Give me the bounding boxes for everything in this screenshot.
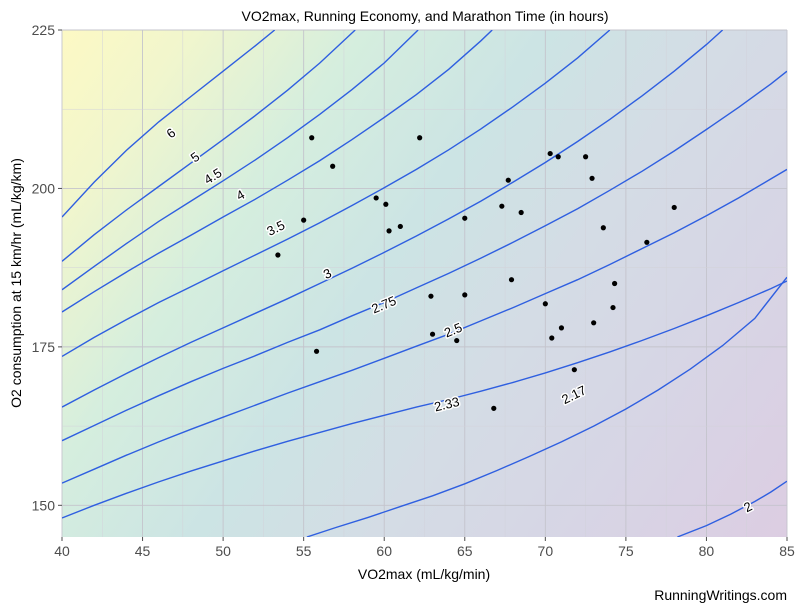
contour-line-3 bbox=[62, 30, 724, 408]
contour-line-4 bbox=[62, 30, 493, 313]
data-point bbox=[600, 225, 606, 231]
credit-text: RunningWritings.com bbox=[654, 587, 787, 603]
contour-line-5 bbox=[62, 30, 356, 262]
x-axis-ticks: 40 45 50 55 60 65 70 75 80 85 bbox=[54, 537, 795, 559]
x-tick-label: 80 bbox=[699, 543, 715, 559]
y-axis-ticks: 150 175 200 225 bbox=[32, 22, 62, 513]
x-tick-label: 75 bbox=[618, 543, 634, 559]
contour-line-2-75 bbox=[62, 70, 787, 442]
data-point bbox=[671, 204, 677, 211]
data-point bbox=[313, 348, 320, 354]
y-axis-label: O2 consumption at 15 km/hr (mL/kg/km) bbox=[8, 158, 24, 408]
data-points bbox=[275, 135, 677, 411]
data-point bbox=[397, 223, 403, 230]
data-point bbox=[644, 239, 650, 245]
data-point bbox=[518, 209, 524, 216]
contour-label-2-33: 2.33 bbox=[433, 394, 461, 414]
data-point bbox=[505, 177, 511, 183]
data-point bbox=[549, 335, 555, 341]
data-point bbox=[591, 320, 597, 326]
contour-line-4-5 bbox=[62, 30, 419, 291]
data-point bbox=[612, 280, 618, 287]
data-point bbox=[491, 405, 497, 411]
y-tick-label: 175 bbox=[32, 339, 56, 355]
data-point bbox=[309, 135, 315, 141]
data-point bbox=[386, 228, 392, 234]
data-point bbox=[499, 203, 505, 209]
y-tick-label: 225 bbox=[32, 22, 56, 38]
contour-line-2-17 bbox=[306, 276, 787, 537]
data-point bbox=[417, 135, 423, 141]
data-point bbox=[555, 154, 561, 160]
x-tick-label: 40 bbox=[54, 543, 70, 559]
x-tick-label: 60 bbox=[376, 543, 392, 559]
data-point bbox=[610, 304, 616, 311]
x-tick-label: 65 bbox=[457, 543, 473, 559]
data-point bbox=[589, 175, 595, 181]
chart-title: VO2max, Running Economy, and Marathon Ti… bbox=[241, 8, 608, 24]
data-point bbox=[454, 337, 460, 344]
contour-line-6 bbox=[62, 30, 276, 218]
data-point bbox=[547, 150, 553, 157]
data-point bbox=[429, 331, 436, 337]
contour-line-2 bbox=[677, 480, 787, 537]
x-tick-label: 55 bbox=[296, 543, 312, 559]
x-tick-label: 45 bbox=[135, 543, 151, 559]
contour-line-2-5 bbox=[62, 168, 787, 484]
data-point bbox=[383, 201, 389, 207]
data-point bbox=[508, 277, 515, 283]
contour-line-3-5 bbox=[62, 30, 611, 358]
y-tick-label: 200 bbox=[32, 180, 56, 196]
x-axis-label: VO2max (mL/kg/min) bbox=[358, 566, 490, 582]
data-point bbox=[558, 325, 565, 331]
data-point bbox=[330, 163, 336, 169]
y-tick-label: 150 bbox=[32, 497, 56, 513]
x-tick-label: 70 bbox=[538, 543, 554, 559]
data-point bbox=[428, 293, 434, 299]
x-tick-label: 85 bbox=[779, 543, 795, 559]
contour-line-2-33 bbox=[62, 280, 787, 519]
data-point bbox=[462, 215, 468, 221]
data-point bbox=[571, 367, 577, 373]
data-point bbox=[542, 301, 548, 307]
contour-lines bbox=[62, 30, 787, 537]
data-point bbox=[301, 217, 307, 223]
data-point bbox=[275, 252, 281, 258]
data-point bbox=[462, 292, 468, 298]
data-point bbox=[373, 195, 379, 201]
data-point bbox=[583, 154, 589, 160]
x-tick-label: 50 bbox=[215, 543, 231, 559]
